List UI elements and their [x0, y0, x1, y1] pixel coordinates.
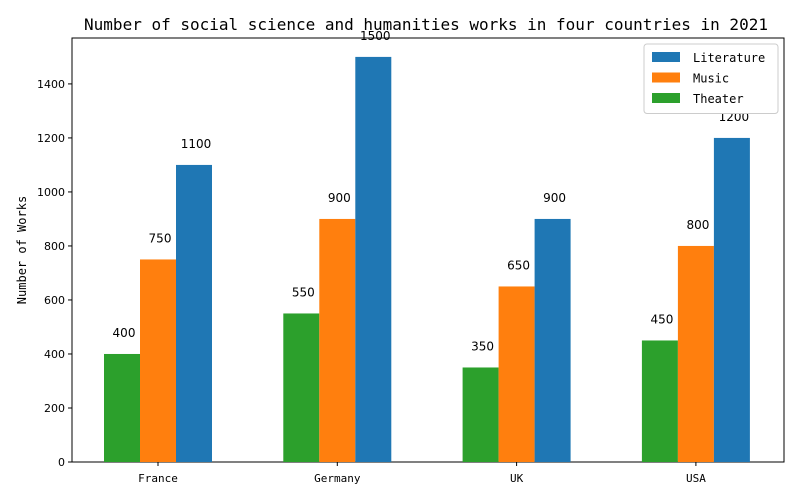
data-label: 900: [543, 191, 566, 205]
y-tick-label: 0: [58, 456, 65, 469]
bar-theater-france: [104, 353, 140, 462]
bar-theater-germany: [283, 313, 320, 462]
data-label: 1500: [360, 29, 391, 43]
legend-swatch-music: [652, 72, 680, 83]
data-label: 400: [113, 326, 136, 340]
bar-music-usa: [677, 245, 714, 462]
y-tick-label: 800: [44, 240, 65, 253]
bar-literature-france: [176, 164, 212, 462]
bar-literature-usa: [713, 137, 750, 462]
x-tick-label: UK: [510, 472, 524, 485]
data-label: 550: [292, 285, 315, 299]
bar-music-france: [140, 259, 176, 462]
data-label: 1100: [181, 137, 212, 151]
plot-area: 0 200 400 600 800 1000 1200 1400 France 400 750 110…: [37, 29, 785, 485]
bar-music-germany: [319, 218, 356, 462]
x-tick-label: Germany: [314, 472, 361, 485]
data-label: 750: [149, 231, 172, 245]
y-tick-label: 600: [44, 294, 65, 307]
x-tick-label: USA: [686, 472, 706, 485]
data-label: 450: [650, 312, 673, 326]
data-label: 650: [507, 258, 530, 272]
y-tick-label: 1000: [37, 186, 65, 199]
chart-title: Number of social science and humanities …: [84, 15, 768, 34]
legend-swatch-literature: [652, 52, 680, 62]
bar-music-uk: [498, 286, 535, 462]
bar-literature-uk: [534, 218, 571, 462]
bar-theater-uk: [462, 367, 499, 462]
legend-entry-music: Music: [693, 72, 729, 86]
y-tick-label: 400: [44, 348, 65, 361]
data-label: 900: [328, 191, 351, 205]
plot-frame: [71, 37, 785, 463]
data-label: 800: [686, 218, 709, 232]
legend-entry-literature: Literature: [693, 51, 765, 65]
data-label: 350: [471, 339, 494, 353]
bar-theater-usa: [641, 340, 678, 462]
y-tick-label: 200: [44, 402, 65, 415]
legend-entry-theater: Theater: [693, 92, 744, 106]
legend: Literature Music Theater: [643, 43, 779, 114]
legend-swatch-theater: [652, 93, 680, 103]
y-tick-label: 1200: [37, 132, 65, 145]
x-tick-label: France: [138, 472, 178, 485]
y-tick-label: 1400: [37, 78, 65, 91]
y-axis-label: Number of Works: [15, 196, 29, 304]
bar-literature-germany: [355, 56, 392, 463]
